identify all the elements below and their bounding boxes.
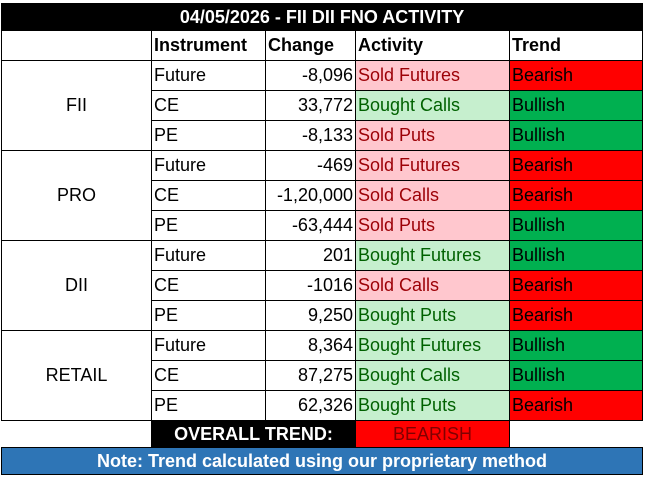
activity-cell: Sold Puts bbox=[355, 210, 510, 241]
instrument-cell: CE bbox=[151, 270, 266, 301]
change-cell: -63,444 bbox=[265, 210, 356, 241]
activity-cell: Bought Puts bbox=[355, 300, 510, 331]
instrument-cell: CE bbox=[151, 180, 266, 211]
participant-name: DII bbox=[1, 240, 152, 331]
trend-badge: Bearish bbox=[508, 60, 644, 91]
activity-cell: Bought Puts bbox=[355, 390, 510, 421]
activity-cell: Bought Futures bbox=[355, 330, 510, 361]
activity-cell: Sold Futures bbox=[355, 150, 510, 181]
activity-cell: Sold Calls bbox=[355, 270, 510, 301]
instrument-cell: Future bbox=[151, 150, 266, 181]
table-row: PE 9,250 Bought Puts Bearish bbox=[2, 300, 644, 331]
activity-cell: Bought Futures bbox=[355, 240, 510, 271]
overall-row: OVERALL TREND: BEARISH bbox=[2, 420, 643, 448]
overall-trend-label: OVERALL TREND: bbox=[151, 420, 356, 448]
change-cell: 8,364 bbox=[265, 330, 356, 361]
trend-badge: Bullish bbox=[508, 240, 644, 271]
change-cell: 87,275 bbox=[265, 360, 356, 391]
table-row: CE -1016 Sold Calls Bearish bbox=[2, 270, 644, 301]
table-row: PE 62,326 Bought Puts Bearish bbox=[2, 390, 644, 421]
trend-badge: Bullish bbox=[508, 210, 644, 241]
instrument-cell: PE bbox=[151, 210, 266, 241]
header-instrument: Instrument bbox=[151, 30, 266, 61]
instrument-cell: Future bbox=[151, 60, 266, 91]
header-blank bbox=[1, 30, 152, 61]
table-row: FII Future -8,096 Sold Futures Bearish bbox=[1, 60, 644, 151]
table-row: PRO Future -469 Sold Futures Bearish bbox=[1, 150, 644, 241]
change-cell: 33,772 bbox=[265, 90, 356, 121]
instrument-cell: Future bbox=[151, 330, 266, 361]
change-cell: -8,133 bbox=[265, 120, 356, 151]
change-cell: -469 bbox=[265, 150, 356, 181]
instrument-cell: PE bbox=[151, 120, 266, 151]
instrument-cell: Future bbox=[151, 240, 266, 271]
participant-name: FII bbox=[1, 60, 152, 151]
participant-name: RETAIL bbox=[1, 330, 152, 421]
change-cell: -8,096 bbox=[265, 60, 356, 91]
change-cell: 62,326 bbox=[265, 390, 356, 421]
report-title: 04/05/2026 - FII DII FNO ACTIVITY bbox=[0, 3, 644, 31]
header-activity: Activity bbox=[355, 30, 510, 61]
activity-cell: Bought Calls bbox=[355, 90, 510, 121]
header-change: Change bbox=[265, 30, 356, 61]
table-row: PE -8,133 Sold Puts Bullish bbox=[2, 120, 644, 151]
header-trend: Trend bbox=[508, 30, 644, 61]
activity-cell: Sold Futures bbox=[355, 60, 510, 91]
change-cell: -1016 bbox=[265, 270, 356, 301]
instrument-cell: PE bbox=[151, 390, 266, 421]
trend-badge: Bearish bbox=[508, 180, 644, 211]
note-row: Note: Trend calculated using our proprie… bbox=[0, 447, 644, 475]
change-cell: 201 bbox=[265, 240, 356, 271]
instrument-cell: CE bbox=[151, 360, 266, 391]
footnote: Note: Trend calculated using our proprie… bbox=[0, 447, 644, 475]
participant-name: PRO bbox=[1, 150, 152, 241]
trend-badge: Bearish bbox=[508, 390, 644, 421]
trend-badge: Bearish bbox=[508, 150, 644, 181]
overall-blank-right bbox=[508, 420, 643, 448]
overall-trend-value: BEARISH bbox=[355, 420, 510, 448]
trend-badge: Bearish bbox=[508, 270, 644, 301]
fno-activity-table: 04/05/2026 - FII DII FNO ACTIVITY Instru… bbox=[0, 3, 644, 475]
trend-badge: Bullish bbox=[508, 330, 644, 361]
activity-cell: Bought Calls bbox=[355, 360, 510, 391]
instrument-cell: CE bbox=[151, 90, 266, 121]
table-row: RETAIL Future 8,364 Bought Futures Bullish bbox=[1, 330, 644, 421]
table-row: DII Future 201 Bought Futures Bullish bbox=[1, 240, 644, 331]
trend-badge: Bullish bbox=[508, 120, 644, 151]
table-row: CE 33,772 Bought Calls Bullish bbox=[2, 90, 644, 121]
change-cell: -1,20,000 bbox=[265, 180, 356, 211]
change-cell: 9,250 bbox=[265, 300, 356, 331]
instrument-cell: PE bbox=[151, 300, 266, 331]
trend-badge: Bearish bbox=[508, 300, 644, 331]
table-row: CE -1,20,000 Sold Calls Bearish bbox=[2, 180, 644, 211]
activity-cell: Sold Puts bbox=[355, 120, 510, 151]
table-row: PE -63,444 Sold Puts Bullish bbox=[2, 210, 644, 241]
trend-badge: Bullish bbox=[508, 360, 644, 391]
trend-badge: Bullish bbox=[508, 90, 644, 121]
activity-cell: Sold Calls bbox=[355, 180, 510, 211]
overall-blank bbox=[2, 421, 152, 448]
